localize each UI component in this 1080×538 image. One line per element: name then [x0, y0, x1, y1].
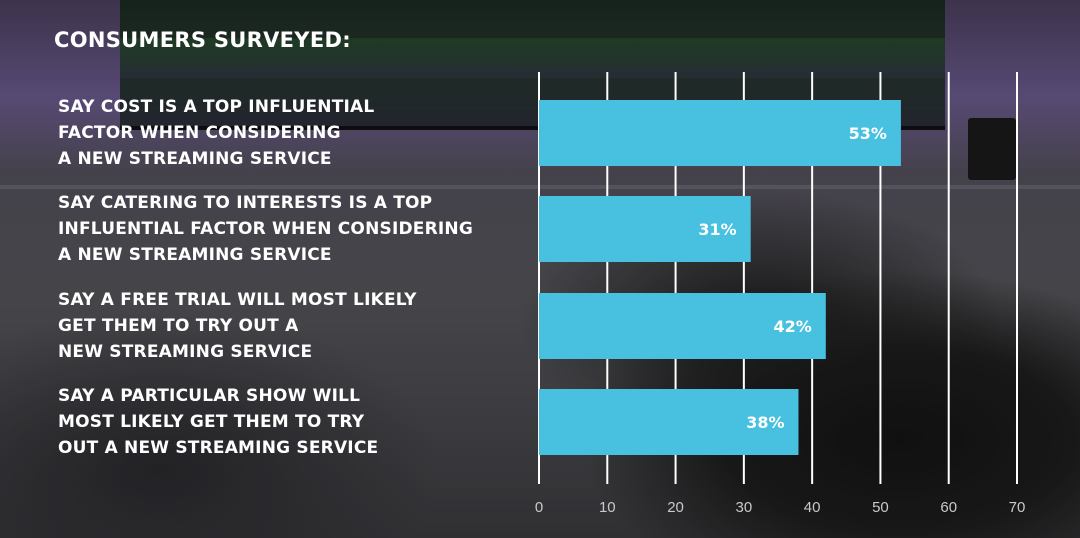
- x-tick-label-0: 0: [535, 499, 543, 516]
- tv-field-image: [120, 38, 945, 78]
- data-label-4: 38%: [746, 413, 784, 432]
- x-tick-label-30: 30: [736, 499, 753, 516]
- data-label-3: 42%: [774, 317, 812, 336]
- x-tick-label-60: 60: [940, 499, 957, 516]
- bar-2: [539, 196, 751, 262]
- category-label-1: SAY COST IS A TOP INFLUENTIAL FACTOR WHE…: [58, 97, 375, 169]
- x-tick-label-70: 70: [1009, 499, 1026, 516]
- bar-1: [539, 100, 901, 166]
- x-tick-label-50: 50: [872, 499, 889, 516]
- x-tick-label-10: 10: [599, 499, 616, 516]
- bar-3: [539, 293, 826, 359]
- category-label-3: SAY A FREE TRIAL WILL MOST LIKELY GET TH…: [58, 290, 417, 362]
- data-label-2: 31%: [698, 220, 736, 239]
- category-label-2: SAY CATERING TO INTERESTS IS A TOP INFLU…: [58, 193, 473, 265]
- data-label-1: 53%: [849, 124, 887, 143]
- chart-heading: CONSUMERS SURVEYED:: [54, 28, 351, 52]
- bar-4: [539, 389, 799, 455]
- x-tick-label-40: 40: [804, 499, 821, 516]
- category-label-4: SAY A PARTICULAR SHOW WILL MOST LIKELY G…: [58, 386, 379, 458]
- x-tick-label-20: 20: [667, 499, 684, 516]
- speaker-image: [968, 118, 1016, 180]
